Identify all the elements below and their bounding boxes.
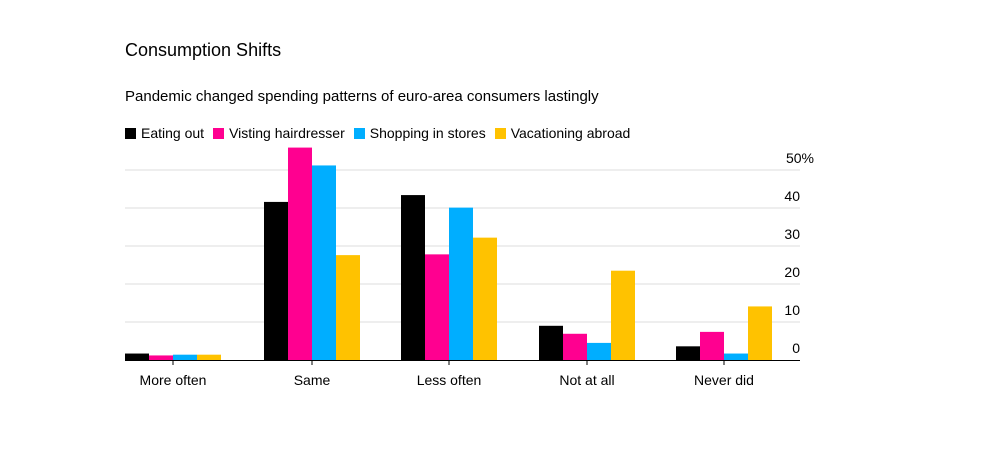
legend-swatch [353, 127, 365, 139]
legend-swatch [213, 127, 225, 139]
legend-item: Visting hairdresser [213, 125, 345, 141]
chart-subtitle: Pandemic changed spending patterns of eu… [125, 88, 599, 105]
bar [676, 346, 700, 360]
y-tick-label: 50% [786, 150, 814, 166]
legend-item: Vacationing abroad [494, 125, 631, 141]
bar [473, 237, 497, 360]
bar [425, 254, 449, 360]
y-tick-label: 30 [784, 226, 800, 242]
bar [587, 342, 611, 360]
bar [336, 255, 360, 360]
bar [264, 201, 288, 360]
bar [724, 353, 748, 360]
legend-label: Vacationing abroad [510, 125, 631, 141]
bar [125, 353, 149, 360]
bar [611, 270, 635, 360]
legend-label: Visting hairdresser [229, 125, 345, 141]
y-tick-label: 40 [784, 188, 800, 204]
bar [449, 207, 473, 360]
x-tick-label: Not at all [559, 372, 614, 388]
legend-swatch [125, 127, 136, 139]
bar [149, 355, 173, 360]
bar [173, 354, 197, 360]
y-tick-label: 0 [792, 340, 800, 356]
chart-title: Consumption Shifts [125, 40, 282, 60]
bar [539, 325, 563, 360]
bar [700, 331, 724, 360]
x-tick-label: Same [294, 372, 331, 388]
legend-item: Eating out [125, 125, 204, 141]
bar [748, 306, 772, 360]
legend-item: Shopping in stores [353, 125, 486, 141]
bar [401, 195, 425, 360]
y-tick-label: 20 [784, 264, 800, 280]
y-tick-label: 10 [784, 302, 800, 318]
x-tick-label: Less often [417, 372, 482, 388]
legend-label: Eating out [141, 125, 205, 141]
legend-label: Shopping in stores [369, 125, 486, 141]
bar [563, 333, 587, 360]
x-tick-label: More often [140, 372, 207, 388]
legend: Eating out Visting hairdresser Shopping in… [125, 125, 639, 141]
x-tick-label: Never did [694, 372, 754, 388]
legend-swatch [494, 127, 506, 139]
bar [197, 354, 221, 360]
bar [312, 165, 336, 360]
bar [288, 147, 312, 360]
